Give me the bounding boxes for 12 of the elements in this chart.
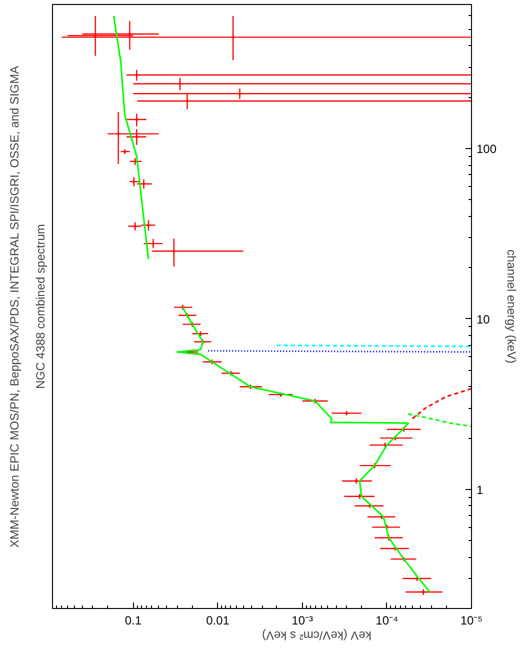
text: XMM-Newton EPIC MOS/PN, BeppoSAX/PDS, INTEGRAL SPI/ISGRI, OSSE, and SIGMA: [8, 66, 22, 548]
x-tick-label: 10⁻³: [292, 614, 314, 628]
x-tick-label: 0.1: [124, 614, 142, 628]
y-axis-title: channel energy (keV): [504, 249, 519, 364]
text: NGC 4388 combined spectrum: [34, 224, 48, 389]
x-tick-label: 0.01: [206, 614, 230, 628]
y-tick-label: 1: [476, 482, 484, 497]
y-tick-label: 10: [476, 312, 490, 326]
x-axis-title: keV (keV/cm² s keV): [262, 628, 372, 642]
y-tick-label: 100: [476, 142, 497, 156]
x-tick-label: 10⁻⁴: [376, 614, 398, 628]
x-tick-label: 10⁻⁵: [460, 614, 483, 628]
